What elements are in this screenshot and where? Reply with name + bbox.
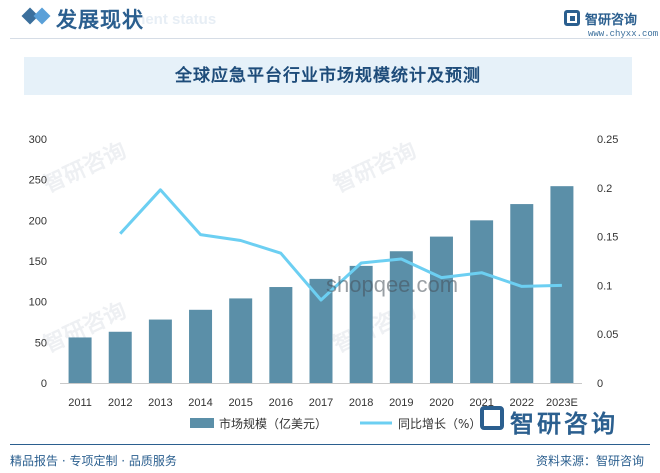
site-watermark: shopqee.com bbox=[326, 272, 459, 297]
y-right-tick-label: 0 bbox=[597, 378, 603, 390]
chart-title-band: 全球应急平台行业市场规模统计及预测 bbox=[24, 57, 632, 95]
x-tick-label: 2014 bbox=[188, 397, 212, 409]
bar bbox=[309, 278, 333, 383]
x-tick-label: 2019 bbox=[389, 397, 413, 409]
chart-title: 全球应急平台行业市场规模统计及预测 bbox=[175, 66, 481, 86]
bar bbox=[429, 236, 453, 383]
y-left-tick-label: 250 bbox=[29, 175, 47, 187]
bar bbox=[189, 309, 213, 383]
logo-url: www.chyxx.com bbox=[588, 29, 659, 39]
bar bbox=[389, 251, 413, 383]
brand-watermark: 智研咨询 bbox=[510, 410, 618, 438]
brand-watermark-icon bbox=[480, 406, 504, 430]
x-tick-label: 2012 bbox=[108, 397, 132, 409]
bar bbox=[148, 319, 172, 383]
bar bbox=[108, 331, 132, 383]
section-header: ment status 发展现状 智研咨询 www.chyxx.com bbox=[0, 0, 660, 40]
y-right-tick-label: 0.05 bbox=[597, 329, 618, 341]
y-left-tick-label: 100 bbox=[29, 297, 47, 309]
bar bbox=[68, 337, 92, 383]
logo-name: 智研咨询 bbox=[585, 13, 638, 28]
x-tick-label: 2020 bbox=[429, 397, 453, 409]
y-right-tick-label: 0.25 bbox=[597, 134, 618, 146]
footer-divider bbox=[10, 444, 650, 445]
legend-label-bar: 市场规模（亿美元） bbox=[219, 416, 327, 431]
x-tick-label: 2018 bbox=[349, 397, 373, 409]
bar bbox=[470, 220, 494, 383]
header-divider bbox=[10, 38, 650, 39]
x-tick-label: 2013 bbox=[148, 397, 172, 409]
bar bbox=[229, 298, 253, 383]
section-subtitle: ment status bbox=[132, 11, 217, 28]
y-right-tick-label: 0.2 bbox=[597, 183, 612, 195]
legend-label-line: 同比增长（%） bbox=[398, 417, 481, 431]
x-tick-label: 2016 bbox=[269, 397, 293, 409]
bar bbox=[510, 204, 534, 383]
x-tick-label: 2022 bbox=[510, 397, 534, 409]
y-right-tick-label: 0.15 bbox=[597, 232, 618, 244]
y-left-tick-label: 300 bbox=[29, 134, 47, 146]
y-left-tick-label: 50 bbox=[35, 337, 47, 349]
y-left-tick-label: 150 bbox=[29, 256, 47, 268]
growth-line bbox=[119, 188, 562, 302]
x-tick-label: 2011 bbox=[68, 397, 92, 409]
bar bbox=[550, 186, 574, 383]
section-title: 发展现状 bbox=[56, 8, 144, 32]
data-source: 资料来源：智研咨询 bbox=[535, 454, 644, 468]
bar bbox=[269, 287, 293, 383]
bar bbox=[349, 265, 373, 383]
brand-logo: 智研咨询 www.chyxx.com bbox=[560, 7, 658, 43]
x-tick-label: 2023E bbox=[546, 397, 578, 409]
y-right-tick-label: 0.1 bbox=[597, 280, 612, 292]
footer-slogan: 精品报告 · 专项定制 · 品质服务 bbox=[10, 454, 177, 468]
logo-icon bbox=[564, 10, 580, 26]
legend-swatch-bar bbox=[190, 418, 214, 428]
y-left-tick-label: 200 bbox=[29, 215, 47, 227]
x-tick-label: 2015 bbox=[228, 397, 252, 409]
y-left-tick-label: 0 bbox=[41, 378, 47, 390]
x-tick-label: 2017 bbox=[309, 397, 333, 409]
